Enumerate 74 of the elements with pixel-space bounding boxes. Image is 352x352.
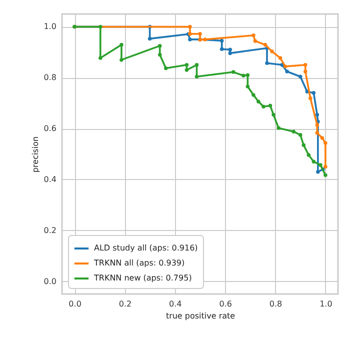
point <box>315 131 320 135</box>
point <box>268 104 272 108</box>
point <box>203 38 207 42</box>
point <box>315 123 320 127</box>
point <box>184 63 189 67</box>
y-tick-label: 0.6 <box>44 124 56 134</box>
y-tick-label: 0.2 <box>44 226 56 235</box>
point <box>283 64 288 68</box>
point <box>312 91 316 95</box>
y-tick-label: 0.8 <box>44 73 56 82</box>
point <box>120 58 124 62</box>
x-tick-label: 0.6 <box>219 300 232 308</box>
point <box>198 32 202 36</box>
point <box>256 100 260 104</box>
point <box>242 74 246 78</box>
y-tick-label: 0.0 <box>44 276 56 286</box>
y-tick-label: 1.0 <box>44 22 56 32</box>
point <box>298 74 302 78</box>
point <box>158 44 162 48</box>
x-tick-label: 0.8 <box>269 300 282 308</box>
point <box>292 130 296 134</box>
legend-label: ALD study all (aps: 0.916) <box>94 244 198 252</box>
x-tick-label: 0.0 <box>68 300 82 308</box>
point <box>194 74 199 78</box>
x-tick-label: 1.0 <box>320 300 332 308</box>
point <box>278 56 282 60</box>
point <box>320 136 324 140</box>
point <box>246 73 250 77</box>
point <box>272 112 276 117</box>
point <box>220 38 224 43</box>
point <box>164 66 168 70</box>
point <box>298 133 302 137</box>
point <box>262 104 266 109</box>
point <box>184 68 189 72</box>
point <box>316 170 320 174</box>
point <box>304 63 308 67</box>
point <box>246 84 250 88</box>
y-tick-label: 0.4 <box>44 174 56 184</box>
point <box>253 39 258 43</box>
point <box>98 56 102 60</box>
point <box>285 70 289 74</box>
point <box>324 173 328 177</box>
point <box>194 63 199 67</box>
point <box>308 96 312 100</box>
point <box>276 126 280 130</box>
point <box>318 163 322 167</box>
point <box>228 51 232 56</box>
x-axis-title: true positive rate <box>166 312 236 320</box>
legend-label: TRKNN new (aps: 0.795) <box>93 274 192 282</box>
point <box>312 160 316 164</box>
point <box>232 70 236 74</box>
point <box>315 112 320 117</box>
point <box>270 50 274 54</box>
x-tick-label: 0.2 <box>118 300 132 308</box>
point <box>252 93 256 97</box>
point <box>98 24 102 29</box>
point <box>188 38 192 42</box>
legend-label: TRKNN all (aps: 0.939) <box>93 258 185 268</box>
point <box>228 48 232 52</box>
point <box>263 42 268 47</box>
point <box>304 70 308 74</box>
point <box>188 24 192 29</box>
point <box>252 34 256 38</box>
point <box>120 42 124 47</box>
point <box>148 36 152 41</box>
point <box>265 61 269 65</box>
x-tick-label: 0.4 <box>169 300 182 308</box>
point <box>324 164 328 169</box>
point <box>220 47 224 51</box>
point <box>302 143 306 147</box>
point <box>158 52 162 57</box>
point <box>324 141 328 145</box>
y-axis-title: precision <box>30 136 40 173</box>
point <box>306 153 311 157</box>
